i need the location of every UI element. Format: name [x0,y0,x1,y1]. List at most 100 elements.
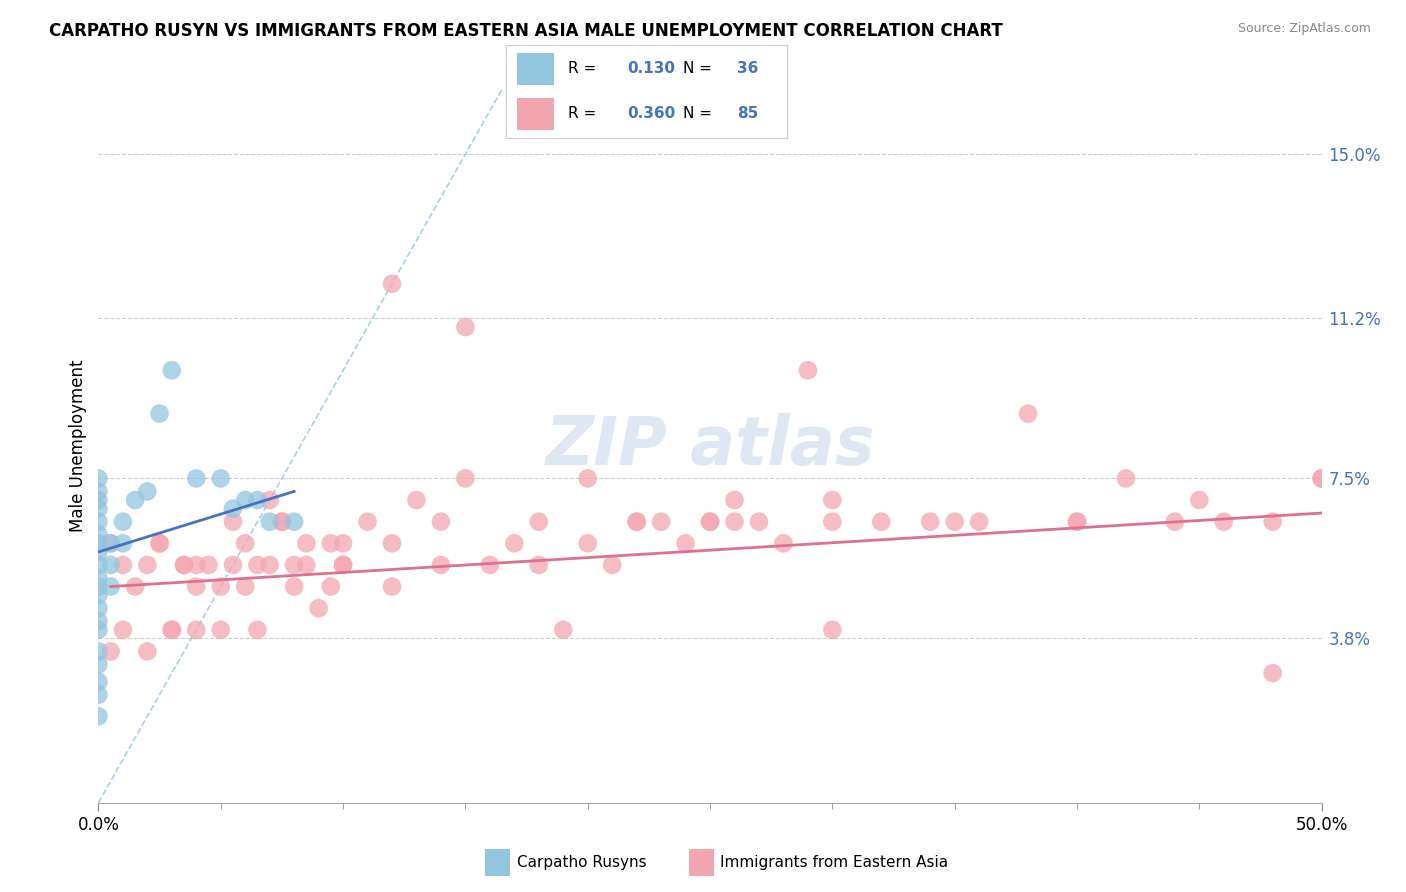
Point [87,601,110,615]
Point [381,277,404,291]
Point [1017,407,1039,421]
Text: 0.360: 0.360 [627,106,675,121]
Point [136,644,159,658]
Point [295,536,318,550]
Point [772,536,794,550]
Point [160,623,183,637]
Point [797,363,820,377]
Point [100,580,122,594]
Point [87,515,110,529]
Point [1188,493,1211,508]
Point [967,515,990,529]
Point [527,558,550,572]
Point [943,515,966,529]
Point [111,623,134,637]
Point [1066,515,1088,529]
Point [87,623,110,637]
Point [553,623,575,637]
Point [332,558,354,572]
Point [149,536,172,550]
Point [1261,515,1284,529]
Point [87,614,110,628]
Point [478,558,501,572]
Point [124,580,146,594]
FancyBboxPatch shape [517,98,554,130]
Point [920,515,942,529]
Point [100,536,122,550]
Point [381,580,404,594]
Point [1261,666,1284,681]
Point [87,674,110,689]
Point [748,515,770,529]
Point [87,657,110,672]
Point [87,580,110,594]
Point [87,501,110,516]
Point [100,558,122,572]
Text: Source: ZipAtlas.com: Source: ZipAtlas.com [1237,22,1371,36]
Point [87,536,110,550]
Point [600,558,623,572]
Point [259,493,281,508]
Point [699,515,721,529]
Point [87,588,110,602]
Point [870,515,893,529]
Point [209,471,232,485]
Point [295,558,318,572]
Point [283,558,305,572]
Point [283,515,305,529]
Point [650,515,672,529]
Point [173,558,195,572]
Point [527,515,550,529]
Point [87,688,110,702]
Point [173,558,195,572]
Point [100,536,122,550]
Point [723,493,745,508]
Point [197,558,219,572]
Point [100,644,122,658]
Point [233,580,256,594]
Point [111,515,134,529]
Point [186,558,208,572]
Point [405,493,427,508]
FancyBboxPatch shape [517,53,554,85]
Point [87,527,110,541]
Point [87,644,110,658]
Point [308,601,330,615]
Y-axis label: Male Unemployment: Male Unemployment [69,359,87,533]
Point [723,515,745,529]
Point [454,320,477,334]
Point [87,558,110,572]
Point [160,363,183,377]
Point [87,545,110,559]
Point [111,536,134,550]
Point [675,536,697,550]
Text: N =: N = [683,62,717,77]
Point [319,580,342,594]
Text: 85: 85 [737,106,758,121]
Text: R =: R = [568,106,602,121]
Text: R =: R = [568,62,602,77]
Point [149,536,172,550]
Point [186,623,208,637]
Point [454,471,477,485]
Text: N =: N = [683,106,717,121]
Text: Immigrants from Eastern Asia: Immigrants from Eastern Asia [720,855,948,870]
Point [283,580,305,594]
Point [821,493,844,508]
Point [209,580,232,594]
Point [381,536,404,550]
Point [222,515,245,529]
Point [1310,471,1333,485]
Point [626,515,648,529]
Point [87,471,110,485]
Point [576,536,599,550]
Point [699,515,721,529]
Point [87,493,110,508]
Point [87,709,110,723]
Point [259,515,281,529]
Point [233,536,256,550]
Point [186,471,208,485]
Point [430,515,453,529]
Point [222,558,245,572]
Point [246,493,269,508]
